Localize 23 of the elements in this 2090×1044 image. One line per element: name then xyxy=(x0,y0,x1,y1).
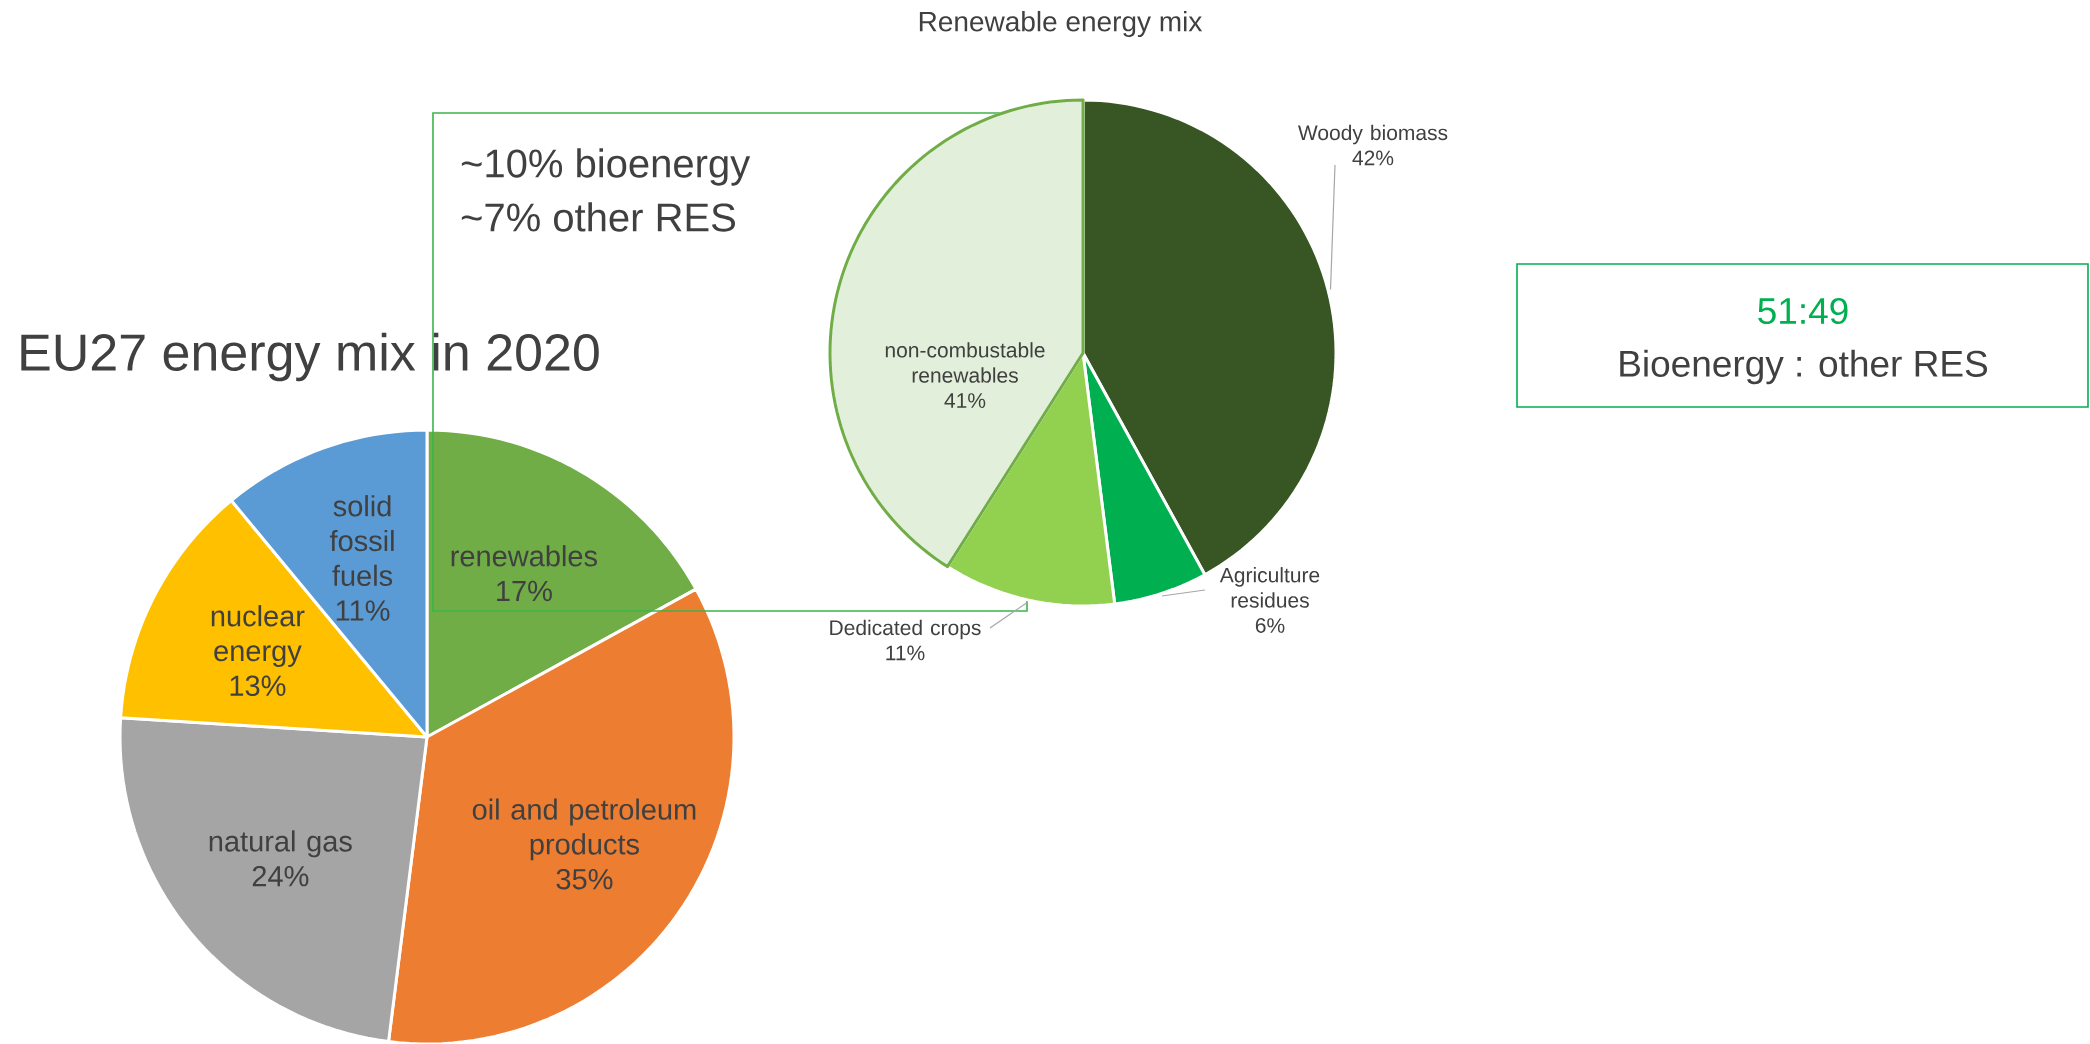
text: ~7% other RES xyxy=(461,202,735,232)
slice-label: nuclear energy xyxy=(211,605,305,667)
text: Bioenergy : other RES xyxy=(1620,349,1988,385)
data-label: 35% xyxy=(556,868,613,890)
data-label: 6% xyxy=(1255,618,1285,633)
text: ~10% bioenergy xyxy=(461,148,751,186)
data-label: 17% xyxy=(497,580,552,602)
slice-label: renewables xyxy=(451,545,597,567)
data-label: 11% xyxy=(336,600,390,621)
slice-label: Woody biomass xyxy=(1298,124,1448,145)
slice-label: solid fossil fuels xyxy=(329,495,394,587)
data-label: 24% xyxy=(252,865,309,887)
data-label: 42% xyxy=(1352,150,1394,166)
slice-label: natural gas xyxy=(209,830,352,858)
text: 51:49 xyxy=(1758,297,1848,325)
data-label: 41% xyxy=(944,393,986,408)
slice-label: non-combustable renewables xyxy=(885,342,1045,383)
slice-label: Dedicated crops xyxy=(830,619,981,640)
slice-label: oil and petroleum products xyxy=(472,798,696,861)
data-label: 11% xyxy=(886,645,925,661)
data-label: 13% xyxy=(230,675,286,697)
chart-title: Renewable energy mix xyxy=(919,10,1203,38)
slice-label: Agriculture residues xyxy=(1219,567,1320,608)
